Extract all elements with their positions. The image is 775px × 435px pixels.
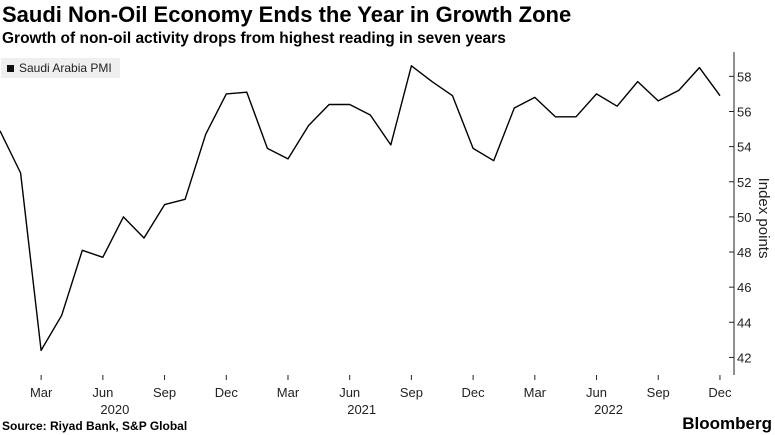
y-tick-label: 52 — [737, 175, 751, 190]
y-tick-label: 44 — [737, 315, 751, 330]
x-tick-label: Sep — [647, 385, 670, 400]
x-tick-label: Jun — [92, 385, 113, 400]
x-tick-label: Dec — [215, 385, 239, 400]
x-year-label: 2022 — [594, 402, 623, 417]
legend-label: Saudi Arabia PMI — [19, 61, 112, 75]
y-tick-label: 56 — [737, 104, 751, 119]
y-tick-label: 42 — [737, 350, 751, 365]
y-axis-label: Index points — [755, 178, 772, 259]
x-tick-label: Jun — [586, 385, 607, 400]
y-tick-label: 48 — [737, 245, 751, 260]
series-layer — [0, 65, 721, 352]
x-tick-label: Mar — [524, 385, 547, 400]
x-year-label: 2020 — [100, 402, 129, 417]
x-year-label: 2021 — [347, 402, 376, 417]
x-tick-label: Sep — [400, 385, 423, 400]
y-tick-label: 58 — [737, 69, 751, 84]
source-note: Source: Riyad Bank, S&P Global — [2, 419, 188, 433]
x-tick-label: Mar — [30, 385, 53, 400]
series-line-saudi-arabia-pmi — [0, 65, 721, 352]
legend-swatch — [7, 64, 14, 72]
x-tick-label: Dec — [462, 385, 486, 400]
y-tick-label: 46 — [737, 280, 751, 295]
chart-title: Saudi Non-Oil Economy Ends the Year in G… — [2, 2, 572, 27]
y-axis: 42 44 46 48 50 52 54 56 58 — [729, 52, 751, 375]
chart-subtitle: Growth of non-oil activity drops from hi… — [2, 30, 506, 47]
y-tick-label: 50 — [737, 210, 751, 225]
x-tick-label: Dec — [708, 385, 732, 400]
x-axis: Mar Jun Sep Dec Mar Jun Sep Dec Mar Jun Sep Dec 2020… — [30, 375, 732, 417]
x-tick-label: Sep — [153, 385, 176, 400]
bloomberg-logo: Bloomberg — [682, 414, 772, 433]
y-tick-label: 54 — [737, 140, 751, 155]
legend: Saudi Arabia PMI — [1, 58, 120, 78]
x-tick-label: Jun — [339, 385, 360, 400]
x-tick-label: Mar — [277, 385, 300, 400]
